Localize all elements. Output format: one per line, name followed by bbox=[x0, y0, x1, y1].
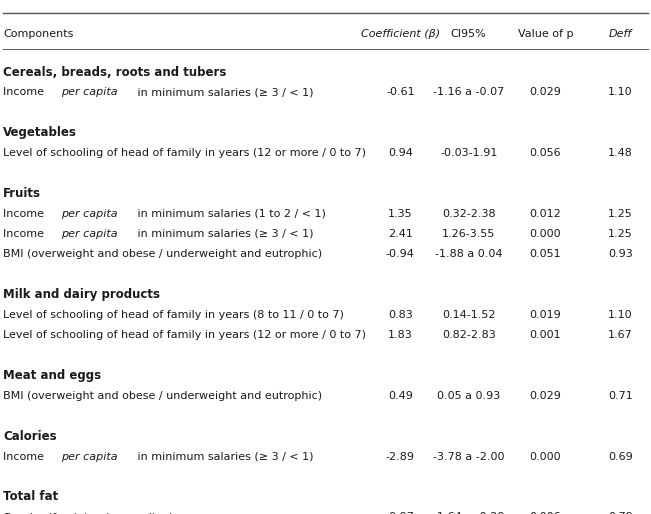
Text: 1.25: 1.25 bbox=[608, 209, 633, 219]
Text: -0.03-1.91: -0.03-1.91 bbox=[440, 148, 497, 158]
Text: 0.056: 0.056 bbox=[530, 148, 561, 158]
Text: Meat and eggs: Meat and eggs bbox=[3, 369, 102, 382]
Text: 1.25: 1.25 bbox=[608, 229, 633, 239]
Text: Fruits: Fruits bbox=[3, 187, 41, 200]
Text: Deff: Deff bbox=[609, 29, 632, 40]
Text: 0.79: 0.79 bbox=[608, 512, 633, 514]
Text: -3.78 a -2.00: -3.78 a -2.00 bbox=[433, 451, 505, 462]
Text: Gender (feminine / masculine): Gender (feminine / masculine) bbox=[3, 512, 174, 514]
Text: per capita: per capita bbox=[61, 87, 117, 97]
Text: 0.94: 0.94 bbox=[388, 148, 413, 158]
Text: in minimum salaries (≥ 3 / < 1): in minimum salaries (≥ 3 / < 1) bbox=[133, 451, 313, 462]
Text: 1.26-3.55: 1.26-3.55 bbox=[442, 229, 495, 239]
Text: 0.93: 0.93 bbox=[608, 249, 633, 259]
Text: 1.10: 1.10 bbox=[608, 87, 633, 97]
Text: Calories: Calories bbox=[3, 430, 57, 443]
Text: -0.61: -0.61 bbox=[386, 87, 415, 97]
Text: 0.019: 0.019 bbox=[530, 310, 561, 320]
Text: 0.029: 0.029 bbox=[530, 391, 561, 401]
Text: 1.48: 1.48 bbox=[608, 148, 633, 158]
Text: CI95%: CI95% bbox=[451, 29, 486, 40]
Text: 0.001: 0.001 bbox=[530, 330, 561, 340]
Text: in minimum salaries (≥ 3 / < 1): in minimum salaries (≥ 3 / < 1) bbox=[133, 229, 313, 239]
Text: Components: Components bbox=[3, 29, 74, 40]
Text: 0.32-2.38: 0.32-2.38 bbox=[442, 209, 495, 219]
Text: -1.64 a -0.29: -1.64 a -0.29 bbox=[433, 512, 505, 514]
Text: 0.000: 0.000 bbox=[530, 451, 561, 462]
Text: per capita: per capita bbox=[61, 209, 117, 219]
Text: 0.029: 0.029 bbox=[530, 87, 561, 97]
Text: 0.000: 0.000 bbox=[530, 229, 561, 239]
Text: 1.67: 1.67 bbox=[608, 330, 633, 340]
Text: -1.16 a -0.07: -1.16 a -0.07 bbox=[433, 87, 505, 97]
Text: 0.83: 0.83 bbox=[388, 310, 413, 320]
Text: in minimum salaries (1 to 2 / < 1): in minimum salaries (1 to 2 / < 1) bbox=[133, 209, 326, 219]
Text: 1.35: 1.35 bbox=[388, 209, 413, 219]
Text: Value of p: Value of p bbox=[518, 29, 574, 40]
Text: 0.051: 0.051 bbox=[530, 249, 561, 259]
Text: -2.89: -2.89 bbox=[386, 451, 415, 462]
Text: 0.14-1.52: 0.14-1.52 bbox=[442, 310, 495, 320]
Text: 0.82-2.83: 0.82-2.83 bbox=[442, 330, 495, 340]
Text: 1.10: 1.10 bbox=[608, 310, 633, 320]
Text: BMI (overweight and obese / underweight and eutrophic): BMI (overweight and obese / underweight … bbox=[3, 249, 322, 259]
Text: 0.69: 0.69 bbox=[608, 451, 633, 462]
Text: per capita: per capita bbox=[61, 451, 117, 462]
Text: Income: Income bbox=[3, 209, 48, 219]
Text: BMI (overweight and obese / underweight and eutrophic): BMI (overweight and obese / underweight … bbox=[3, 391, 322, 401]
Text: Coefficient (β): Coefficient (β) bbox=[361, 29, 440, 40]
Text: 0.006: 0.006 bbox=[530, 512, 561, 514]
Text: 0.71: 0.71 bbox=[608, 391, 633, 401]
Text: Income: Income bbox=[3, 229, 48, 239]
Text: Level of schooling of head of family in years (12 or more / 0 to 7): Level of schooling of head of family in … bbox=[3, 148, 367, 158]
Text: Vegetables: Vegetables bbox=[3, 126, 77, 139]
Text: 0.05 a 0.93: 0.05 a 0.93 bbox=[437, 391, 501, 401]
Text: Income: Income bbox=[3, 87, 48, 97]
Text: Income: Income bbox=[3, 451, 48, 462]
Text: Cereals, breads, roots and tubers: Cereals, breads, roots and tubers bbox=[3, 66, 227, 79]
Text: -1.88 a 0.04: -1.88 a 0.04 bbox=[435, 249, 503, 259]
Text: per capita: per capita bbox=[61, 229, 117, 239]
Text: -0.94: -0.94 bbox=[386, 249, 415, 259]
Text: Level of schooling of head of family in years (12 or more / 0 to 7): Level of schooling of head of family in … bbox=[3, 330, 367, 340]
Text: Milk and dairy products: Milk and dairy products bbox=[3, 288, 160, 301]
Text: 0.012: 0.012 bbox=[530, 209, 561, 219]
Text: 1.83: 1.83 bbox=[388, 330, 413, 340]
Text: Total fat: Total fat bbox=[3, 490, 59, 504]
Text: in minimum salaries (≥ 3 / < 1): in minimum salaries (≥ 3 / < 1) bbox=[133, 87, 313, 97]
Text: 0.49: 0.49 bbox=[388, 391, 413, 401]
Text: Level of schooling of head of family in years (8 to 11 / 0 to 7): Level of schooling of head of family in … bbox=[3, 310, 344, 320]
Text: -0.97: -0.97 bbox=[386, 512, 415, 514]
Text: 2.41: 2.41 bbox=[388, 229, 413, 239]
